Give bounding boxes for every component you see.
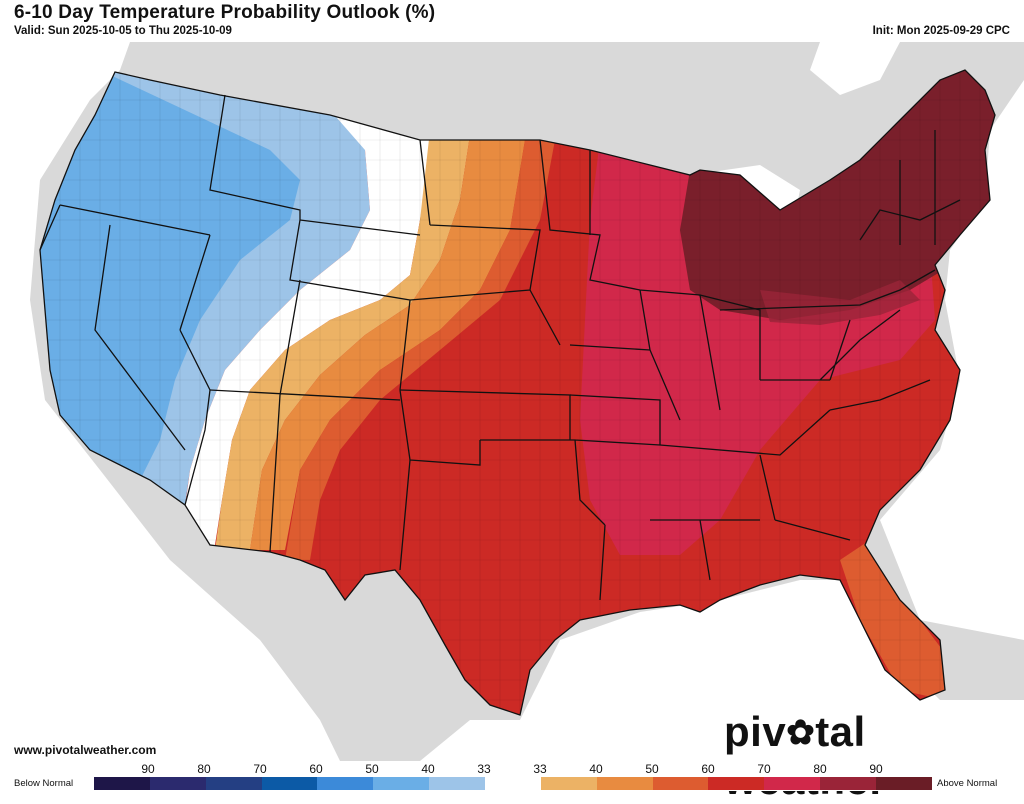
legend-tick: 80 xyxy=(197,762,211,776)
legend-swatch xyxy=(596,777,653,790)
legend-colorbar xyxy=(94,777,932,790)
legend-swatch xyxy=(876,777,932,790)
map-title: 6-10 Day Temperature Probability Outlook… xyxy=(14,2,436,23)
legend-swatch xyxy=(485,777,541,790)
pacific-ocean xyxy=(0,42,340,761)
outlook-map xyxy=(0,42,1024,761)
brand-logo-left: piv xyxy=(724,708,787,755)
legend-ticks: 90 80 70 60 50 40 33 33 40 50 60 70 80 9… xyxy=(0,762,1024,776)
legend-tick: 70 xyxy=(757,762,771,776)
legend-swatch xyxy=(373,777,430,790)
header: 6-10 Day Temperature Probability Outlook… xyxy=(0,0,1024,43)
legend-tick: 50 xyxy=(645,762,659,776)
gulf-of-mexico xyxy=(420,580,1024,761)
legend-swatch xyxy=(652,777,709,790)
legend-tick: 70 xyxy=(253,762,267,776)
legend-tick: 90 xyxy=(141,762,155,776)
legend-tick: 50 xyxy=(365,762,379,776)
legend-tick: 40 xyxy=(421,762,435,776)
legend: 90 80 70 60 50 40 33 33 40 50 60 70 80 9… xyxy=(0,761,1024,791)
legend-tick: 33 xyxy=(477,762,491,776)
atlantic-ocean xyxy=(880,80,1024,640)
legend-swatch xyxy=(764,777,821,790)
legend-swatch xyxy=(540,777,597,790)
legend-swatch xyxy=(429,777,486,790)
legend-swatch xyxy=(317,777,374,790)
init-time: Init: Mon 2025-09-29 CPC xyxy=(872,25,1010,37)
legend-tick: 40 xyxy=(589,762,603,776)
website-credit: www.pivotalweather.com xyxy=(14,743,157,757)
legend-swatch xyxy=(708,777,765,790)
legend-below-label: Below Normal xyxy=(14,778,74,789)
legend-swatch xyxy=(261,777,318,790)
legend-tick: 60 xyxy=(701,762,715,776)
legend-swatch xyxy=(205,777,262,790)
legend-tick: 33 xyxy=(533,762,547,776)
legend-swatch xyxy=(820,777,877,790)
gear-icon: ✿ xyxy=(786,714,816,752)
legend-above-label: Above Normal xyxy=(937,778,998,789)
state-borders xyxy=(39,69,996,716)
legend-tick: 60 xyxy=(309,762,323,776)
legend-swatch xyxy=(94,777,150,790)
legend-tick: 80 xyxy=(813,762,827,776)
hudson-bay-water xyxy=(810,42,900,95)
legend-tick: 90 xyxy=(869,762,883,776)
valid-period: Valid: Sun 2025-10-05 to Thu 2025-10-09 xyxy=(14,25,232,37)
legend-swatch xyxy=(149,777,206,790)
